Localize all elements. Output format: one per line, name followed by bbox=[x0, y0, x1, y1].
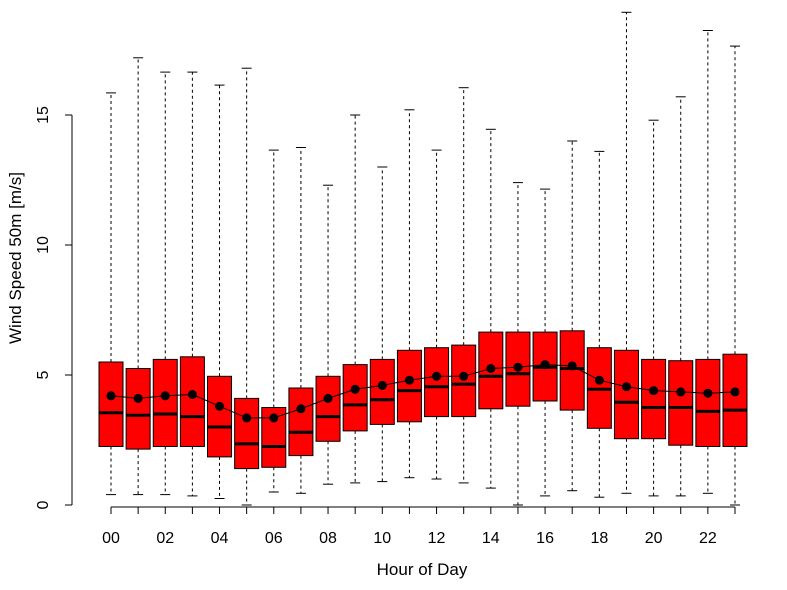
mean-point-23 bbox=[730, 387, 740, 397]
box-14 bbox=[478, 128, 504, 489]
x-tick-label: 16 bbox=[536, 530, 554, 547]
iqr-box bbox=[369, 358, 395, 425]
x-tick-label: 04 bbox=[211, 530, 229, 547]
x-axis-title: Hour of Day bbox=[377, 560, 468, 579]
y-tick-label: 5 bbox=[35, 370, 52, 379]
iqr-box bbox=[451, 344, 477, 418]
x-tick-label: 00 bbox=[102, 530, 120, 547]
mean-point-11 bbox=[404, 375, 414, 385]
x-tick-label: 12 bbox=[428, 530, 446, 547]
mean-point-12 bbox=[432, 371, 442, 381]
iqr-box bbox=[179, 356, 205, 447]
x-tick-label: 02 bbox=[156, 530, 174, 547]
x-tick-label: 06 bbox=[265, 530, 283, 547]
box-08 bbox=[315, 184, 341, 485]
iqr-box bbox=[641, 358, 667, 440]
box-13 bbox=[451, 87, 477, 484]
box-04 bbox=[207, 84, 233, 499]
box-07 bbox=[288, 147, 314, 494]
iqr-box bbox=[668, 360, 694, 446]
iqr-box bbox=[396, 349, 422, 423]
mean-point-20 bbox=[649, 386, 659, 396]
iqr-box bbox=[315, 375, 341, 442]
iqr-box bbox=[234, 397, 260, 470]
mean-point-06 bbox=[269, 413, 279, 423]
iqr-box bbox=[98, 361, 124, 447]
mean-point-01 bbox=[133, 393, 143, 403]
mean-point-18 bbox=[594, 375, 604, 385]
mean-point-07 bbox=[296, 404, 306, 414]
iqr-box bbox=[342, 364, 368, 432]
mean-point-15 bbox=[513, 362, 523, 372]
mean-point-03 bbox=[187, 390, 197, 399]
box-10 bbox=[369, 166, 395, 483]
x-tick-label: 10 bbox=[373, 530, 391, 547]
x-tick-label: 14 bbox=[482, 530, 500, 547]
iqr-box bbox=[207, 375, 233, 458]
box-21 bbox=[668, 96, 694, 497]
iqr-box bbox=[152, 358, 178, 447]
iqr-box bbox=[288, 387, 314, 457]
iqr-box bbox=[613, 349, 639, 440]
box-19 bbox=[613, 11, 639, 494]
mean-point-16 bbox=[540, 360, 550, 370]
y-tick-label: 0 bbox=[35, 500, 52, 509]
box-03 bbox=[179, 71, 205, 497]
box-20 bbox=[641, 119, 667, 497]
box-15 bbox=[505, 182, 531, 506]
x-tick-label: 20 bbox=[645, 530, 663, 547]
box-22 bbox=[695, 30, 721, 494]
box-11 bbox=[396, 109, 422, 479]
mean-point-04 bbox=[215, 401, 225, 411]
mean-point-21 bbox=[676, 387, 686, 397]
box-18 bbox=[586, 150, 612, 498]
mean-point-10 bbox=[377, 380, 387, 390]
box-06 bbox=[261, 149, 287, 493]
mean-point-17 bbox=[567, 361, 577, 371]
y-axis-title: Wind Speed 50m [m/s] bbox=[6, 172, 25, 344]
mean-point-05 bbox=[242, 413, 252, 423]
x-tick-label: 18 bbox=[590, 530, 608, 547]
mean-line bbox=[110, 364, 736, 419]
axes: 0 5 10 15 00 02 04 06 08 10 12 14 16 18 20 22 bbox=[35, 106, 736, 547]
box-16 bbox=[532, 188, 558, 497]
iqr-box bbox=[695, 358, 721, 447]
mean-point-14 bbox=[486, 364, 496, 373]
mean-point-02 bbox=[160, 391, 170, 401]
plot-area bbox=[98, 11, 748, 506]
mean-point-13 bbox=[459, 371, 469, 381]
iqr-box bbox=[125, 368, 151, 450]
mean-point-00 bbox=[106, 391, 116, 401]
iqr-box bbox=[424, 347, 450, 418]
mean-point-22 bbox=[703, 388, 713, 398]
iqr-box bbox=[722, 353, 748, 448]
mean-point-08 bbox=[323, 393, 333, 403]
box-23 bbox=[722, 45, 748, 506]
y-tick-label: 10 bbox=[35, 236, 52, 254]
x-tick-label: 22 bbox=[699, 530, 717, 547]
mean-point-09 bbox=[350, 384, 360, 394]
box-09 bbox=[342, 114, 368, 484]
x-tick-label: 08 bbox=[319, 530, 337, 547]
box-00 bbox=[98, 92, 124, 496]
box-01 bbox=[125, 57, 151, 496]
mean-point-19 bbox=[621, 382, 631, 392]
box-12 bbox=[424, 149, 450, 480]
box-05 bbox=[234, 67, 260, 506]
box-02 bbox=[152, 71, 178, 496]
y-tick-label: 15 bbox=[35, 106, 52, 124]
box-17 bbox=[559, 140, 585, 492]
